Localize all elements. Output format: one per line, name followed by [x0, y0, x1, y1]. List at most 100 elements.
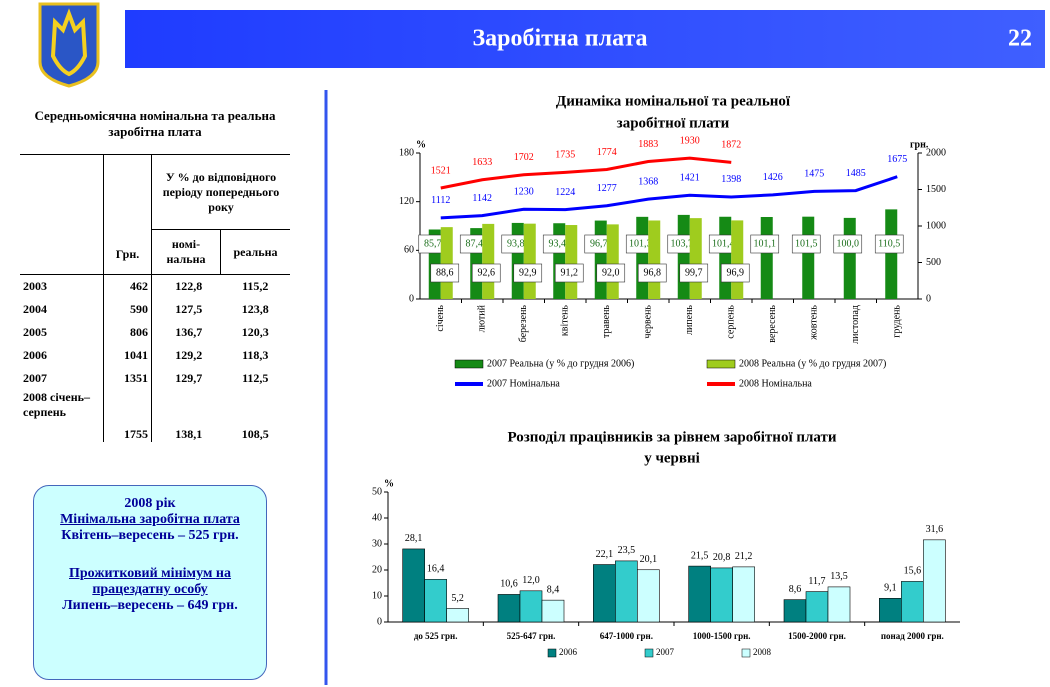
table-cell: 138,1 — [175, 426, 203, 441]
table-cell: 1351 — [103, 366, 152, 390]
table-cell: 129,2 — [175, 347, 203, 362]
x-tick-label: листопад — [850, 305, 861, 344]
y-tick-label: 0 — [409, 293, 414, 304]
chart-title: заробітної плати — [617, 115, 730, 131]
value-label: 21,5 — [691, 550, 709, 561]
bar — [482, 223, 495, 299]
table-cell: 2005 — [23, 324, 47, 339]
label-box — [874, 234, 904, 254]
x-tick-label: понад 2000 грн. — [881, 631, 944, 641]
value-label: 28,1 — [405, 533, 423, 544]
table-cell: 118,3 — [242, 347, 269, 362]
value-label: 1475 — [804, 169, 824, 180]
bar — [593, 564, 616, 623]
bar — [402, 548, 425, 623]
bar — [843, 217, 856, 299]
bar — [565, 225, 578, 299]
y2-tick-label: 1000 — [926, 220, 946, 231]
bar — [446, 608, 469, 623]
bar — [802, 216, 815, 299]
y2-axis-label: грн. — [910, 139, 929, 150]
value-label: 1398 — [721, 174, 741, 185]
y-tick-label: 20 — [372, 564, 382, 575]
value-label: 1735 — [555, 150, 575, 161]
bar — [805, 591, 829, 623]
x-tick-label: квітень — [560, 305, 571, 337]
header-title: Заробітна плата — [472, 26, 647, 52]
value-label: 8,4 — [547, 584, 560, 595]
label-box — [720, 263, 750, 283]
value-label: 110,5 — [878, 238, 900, 249]
label-box — [637, 263, 667, 283]
value-label: 1774 — [597, 147, 617, 158]
value-label: 87,4 — [466, 238, 484, 249]
bar — [440, 227, 453, 299]
y-axis-label: % — [384, 478, 394, 489]
page-number: 22 — [1008, 26, 1032, 52]
value-label: 96,9 — [727, 267, 745, 278]
table-cell: 129,7 — [175, 370, 203, 385]
table-cell: 2008 січень–серпень — [23, 389, 91, 419]
y-tick-label: 40 — [372, 512, 382, 523]
value-label: 1883 — [638, 139, 658, 150]
y2-tick-label: 1500 — [926, 184, 946, 195]
coat-of-arms — [38, 2, 100, 88]
value-label: 1872 — [721, 140, 741, 151]
x-tick-label: жовтень — [809, 305, 820, 341]
bar — [648, 220, 661, 299]
bar — [689, 218, 702, 299]
legend-swatch — [741, 648, 751, 658]
legend-label: 2007 Реальна (у % до грудня 2006) — [487, 358, 634, 369]
value-label: 10,6 — [500, 579, 518, 590]
value-label: 93,4 — [549, 238, 567, 249]
legend-label: 2008 Номінальна — [739, 378, 812, 389]
value-label: 16,4 — [427, 564, 445, 575]
y-tick-label: 180 — [399, 147, 414, 158]
label-box — [791, 234, 821, 254]
header-row: номі-нальна реальна — [20, 229, 290, 275]
y-tick-label: 0 — [377, 616, 382, 627]
bar — [879, 598, 902, 623]
value-label: 99,7 — [685, 267, 703, 278]
value-label: 91,2 — [561, 267, 579, 278]
label-box — [679, 263, 709, 283]
bar — [606, 224, 619, 299]
value-label: 1702 — [514, 152, 534, 163]
label-box — [471, 263, 501, 283]
bar — [688, 565, 711, 623]
legend-swatch — [454, 359, 484, 369]
value-label: 1426 — [763, 172, 783, 183]
y2-tick-label: 2000 — [926, 147, 946, 158]
note-box: 2008 рік Мінімальна заробітна плата Квітен… — [33, 485, 267, 680]
legend-label: 2007 Номінальна — [487, 378, 560, 389]
table-cell: 462 — [103, 274, 152, 298]
table-cell: 108,5 — [241, 426, 269, 441]
value-label: 1521 — [431, 165, 451, 176]
note-line: 2008 рік — [124, 496, 176, 511]
value-label: 1230 — [514, 187, 534, 198]
header-cell: У % до відповідного періоду попереднього… — [151, 154, 290, 230]
value-label: 8,6 — [789, 584, 802, 595]
x-tick-label: серпень — [726, 305, 737, 339]
bar — [523, 223, 536, 299]
x-tick-label: січень — [435, 305, 446, 332]
value-label: 101,3 — [629, 238, 652, 249]
bar — [827, 586, 851, 623]
y-axis-label: % — [416, 139, 426, 150]
legend-swatch — [644, 648, 654, 658]
x-tick-label: травень — [601, 305, 612, 338]
table-cell: 120,3 — [241, 324, 269, 339]
legend-label: 2007 — [656, 647, 675, 657]
bar — [424, 579, 447, 623]
bar — [677, 214, 690, 299]
value-label: 1485 — [846, 168, 866, 179]
note-line: Липень–вересень – 649 грн. — [62, 598, 238, 613]
line — [440, 175, 898, 220]
value-label: 101,4 — [712, 238, 735, 249]
table-row: 2004 590 127,5 123,8 — [20, 297, 290, 321]
table-cell: 127,5 — [175, 301, 203, 316]
table-row: 2006 1041 129,2 118,3 — [20, 343, 290, 367]
bar — [710, 567, 733, 623]
value-label: 1368 — [638, 176, 658, 187]
value-label: 15,6 — [904, 566, 922, 577]
